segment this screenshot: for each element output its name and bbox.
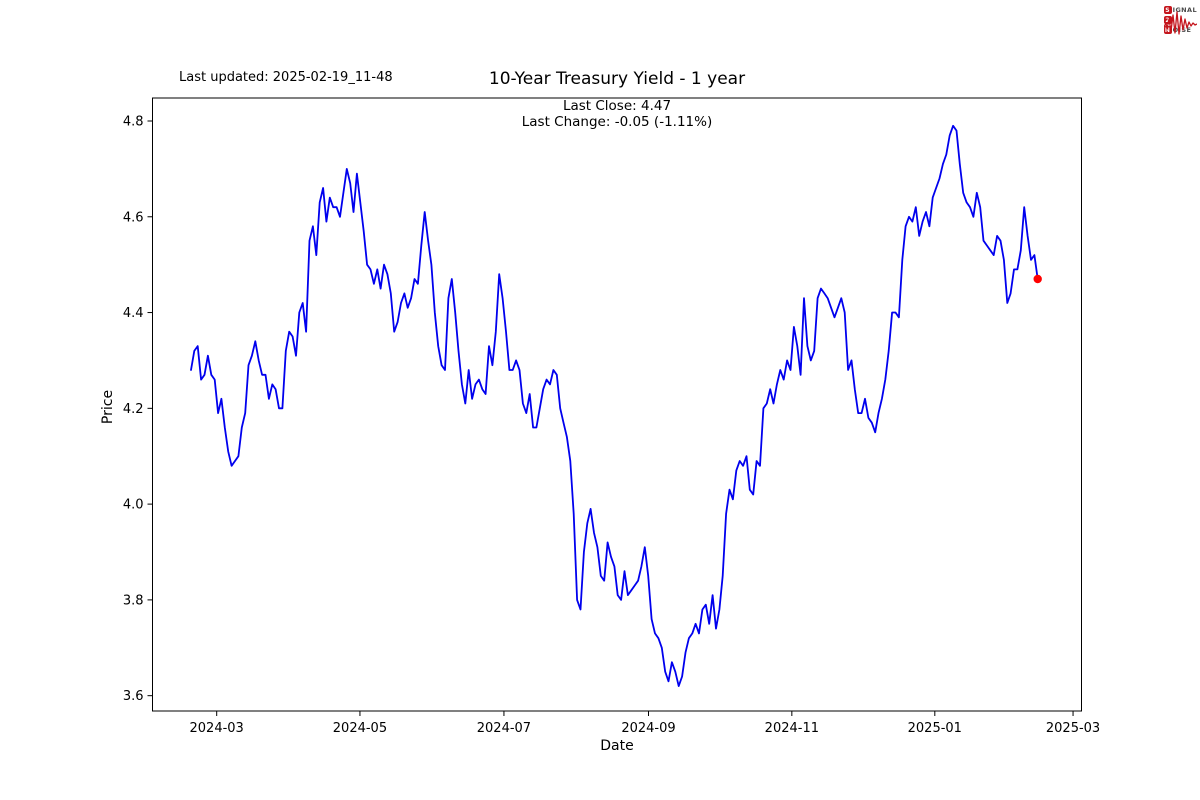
logo-box-2: 2 (1163, 16, 1172, 24)
y-tick-label: 4.0 (123, 498, 144, 513)
x-tick-label: 2024-11 (765, 721, 819, 736)
x-tick-label: 2025-01 (908, 721, 962, 736)
x-tick-label: 2024-03 (190, 721, 244, 736)
logo-box-s: S (1163, 6, 1172, 14)
logo-text: S IGNAL 2 N OISE (1163, 6, 1197, 36)
logo-row-signal-rest: IGNAL (1172, 6, 1197, 14)
signal2noise-logo: S IGNAL 2 N OISE (1163, 6, 1197, 36)
logo-row-noise: N OISE (1163, 26, 1197, 34)
x-tick-label: 2024-09 (621, 721, 675, 736)
y-tick-label: 3.8 (123, 593, 144, 608)
y-tick-label: 4.2 (123, 402, 144, 417)
price-line (190, 124, 1039, 687)
x-tick-label: 2024-05 (333, 721, 387, 736)
logo-box-n: N (1163, 26, 1172, 34)
logo-row-2: 2 (1163, 16, 1197, 24)
y-tick-label: 4.6 (123, 210, 144, 225)
y-tick-label: 4.8 (123, 114, 144, 129)
y-tick-label: 3.6 (123, 689, 144, 704)
y-tick-label: 4.4 (123, 306, 144, 321)
logo-row-signal: S IGNAL (1163, 6, 1197, 14)
x-tick-label: 2024-07 (477, 721, 531, 736)
logo-row-noise-rest: OISE (1172, 26, 1192, 34)
last-price-marker (1033, 274, 1042, 284)
x-tick-label: 2025-03 (1046, 721, 1100, 736)
plot-frame (152, 97, 1082, 712)
logo-waveform-icon (1163, 11, 1197, 35)
